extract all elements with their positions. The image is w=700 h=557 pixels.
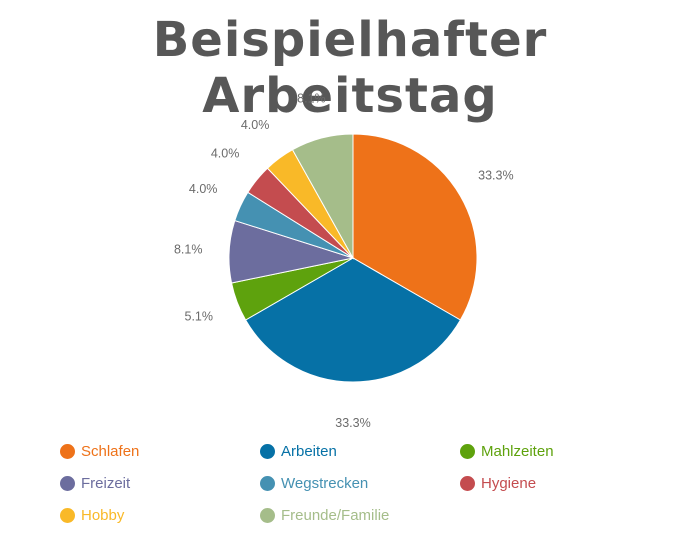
legend-item: Schlafen [60, 443, 139, 460]
pie-slice-schlafen [352, 133, 478, 321]
legend-item: Arbeiten [260, 443, 337, 460]
legend-label: Arbeiten [281, 443, 337, 460]
legend-swatch [460, 444, 475, 459]
slice-label: 33.3% [478, 169, 513, 183]
slice-label: 5.1% [185, 310, 214, 324]
legend-label: Mahlzeiten [481, 443, 554, 460]
legend-swatch [60, 444, 75, 459]
legend-item: Hobby [60, 507, 124, 524]
legend-label: Wegstrecken [281, 475, 369, 492]
legend-swatch [60, 508, 75, 523]
legend-swatch [260, 476, 275, 491]
legend-swatch [260, 508, 275, 523]
legend-item: Hygiene [460, 475, 536, 492]
legend-label: Hobby [81, 507, 125, 524]
legend-label: Freunde/Familie [281, 507, 390, 524]
legend-swatch [460, 476, 475, 491]
slice-label: 33.3% [335, 416, 370, 430]
slice-label: 8.1% [297, 91, 326, 105]
legend-label: Hygiene [481, 475, 537, 492]
legend-swatch [60, 476, 75, 491]
slice-label: 8.1% [174, 242, 203, 256]
legend-swatch [260, 444, 275, 459]
pie-slice-freunde-familie [291, 133, 354, 260]
legend-item: Freizeit [60, 475, 130, 492]
legend-label: Schlafen [81, 443, 140, 460]
slice-label: 4.0% [189, 182, 218, 196]
legend-item: Mahlzeiten [460, 443, 554, 460]
chart-title: Beispielhafter Arbeitstag [152, 12, 548, 124]
legend-item: Wegstrecken [260, 475, 368, 492]
legend-label: Freizeit [81, 475, 131, 492]
slice-label: 4.0% [211, 147, 240, 161]
pie-slice-arbeiten [244, 257, 462, 383]
slice-label: 4.0% [241, 118, 270, 132]
legend-item: Freunde/Familie [260, 507, 389, 524]
